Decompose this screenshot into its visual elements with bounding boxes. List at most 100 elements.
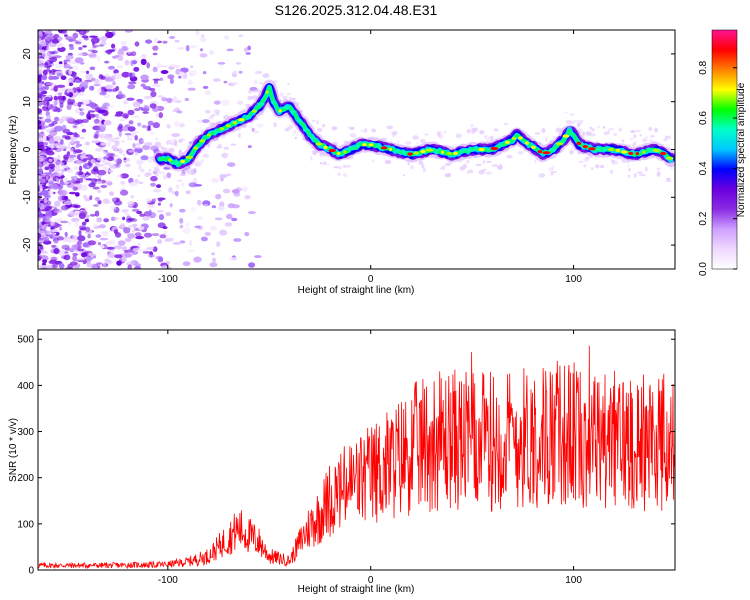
noise-blob bbox=[123, 227, 131, 234]
noise-blob bbox=[142, 111, 149, 114]
ridge-hotspot bbox=[608, 147, 615, 152]
halo-blob bbox=[138, 181, 144, 185]
noise-blob bbox=[88, 252, 97, 257]
noise-blob bbox=[93, 78, 100, 84]
halo-blob bbox=[175, 184, 180, 190]
noise-blob bbox=[38, 49, 43, 55]
noise-blob bbox=[90, 263, 98, 269]
halo-blob bbox=[146, 142, 153, 146]
noise-blob bbox=[64, 34, 68, 38]
halo-blob bbox=[360, 129, 364, 132]
halo-blob bbox=[166, 139, 173, 145]
noise-blob bbox=[185, 190, 191, 195]
halo-blob bbox=[565, 119, 573, 125]
halo-blob bbox=[491, 163, 499, 167]
noise-blob bbox=[64, 231, 68, 237]
halo-blob bbox=[591, 167, 594, 170]
noise-blob bbox=[79, 177, 83, 183]
noise-blob bbox=[48, 260, 57, 265]
noise-blob bbox=[160, 77, 163, 81]
ridge-hotspot bbox=[504, 140, 510, 144]
halo-blob bbox=[178, 138, 183, 143]
halo-blob bbox=[577, 123, 581, 128]
noise-blob bbox=[100, 245, 105, 249]
noise-blob bbox=[92, 41, 95, 46]
noise-blob bbox=[97, 56, 101, 62]
noise-blob bbox=[102, 198, 110, 204]
halo-blob bbox=[347, 125, 351, 129]
noise-blob bbox=[156, 62, 162, 69]
noise-blob bbox=[190, 44, 197, 49]
halo-blob bbox=[613, 133, 618, 136]
ridge-hotspot bbox=[635, 152, 639, 156]
noise-blob bbox=[136, 174, 141, 178]
halo-blob bbox=[654, 127, 658, 133]
noise-blob bbox=[77, 53, 84, 56]
noise-blob bbox=[245, 52, 251, 55]
noise-blob bbox=[44, 96, 52, 102]
snr-axes: -100 0 100 0 100 200 300 400 500 bbox=[17, 330, 675, 586]
halo-blob bbox=[628, 168, 631, 172]
noise-blob bbox=[199, 48, 204, 52]
halo-blob bbox=[405, 141, 412, 145]
noise-blob bbox=[127, 84, 136, 90]
noise-blob bbox=[137, 242, 141, 249]
halo-blob bbox=[274, 122, 277, 128]
halo-blob bbox=[101, 135, 104, 140]
noise-blob bbox=[53, 208, 63, 214]
noise-blob bbox=[221, 99, 230, 106]
halo-blob bbox=[392, 130, 398, 136]
noise-blob bbox=[45, 34, 51, 42]
noise-blob bbox=[127, 217, 135, 221]
noise-blob bbox=[106, 89, 115, 93]
halo-blob bbox=[585, 131, 592, 136]
noise-blob bbox=[100, 184, 108, 189]
noise-blob bbox=[90, 114, 97, 118]
noise-blob bbox=[116, 65, 124, 69]
noise-blob bbox=[44, 166, 50, 171]
halo-blob bbox=[564, 111, 568, 114]
noise-blob bbox=[56, 84, 66, 88]
noise-blob bbox=[166, 97, 173, 104]
noise-blob bbox=[124, 59, 130, 66]
noise-blob bbox=[79, 111, 85, 116]
noise-blob bbox=[89, 214, 96, 217]
noise-blob bbox=[57, 107, 61, 113]
noise-blob bbox=[215, 193, 222, 200]
ridge-hotspot bbox=[465, 148, 472, 152]
halo-blob bbox=[582, 131, 586, 137]
noise-blob bbox=[124, 124, 131, 128]
noise-blob bbox=[216, 241, 221, 247]
snr-x-tick-label: 100 bbox=[565, 575, 582, 586]
colorbar bbox=[711, 29, 738, 270]
ridge-hotspot bbox=[660, 151, 667, 156]
noise-blob bbox=[145, 39, 153, 44]
ridge-hotspot bbox=[232, 121, 238, 125]
noise-blob bbox=[241, 186, 249, 192]
noise-blob bbox=[67, 154, 76, 158]
halo-blob bbox=[68, 141, 75, 144]
halo-blob bbox=[140, 169, 145, 173]
halo-blob bbox=[621, 139, 625, 143]
noise-blob bbox=[79, 210, 88, 217]
noise-blob bbox=[167, 74, 175, 80]
noise-blob bbox=[44, 62, 49, 66]
snr-series-line bbox=[38, 345, 675, 570]
noise-blob bbox=[127, 51, 132, 55]
halo-blob bbox=[638, 173, 646, 177]
noise-blob bbox=[166, 124, 171, 129]
noise-blob bbox=[119, 118, 126, 122]
noise-blob bbox=[41, 86, 49, 91]
ridge-hotspot bbox=[473, 147, 477, 152]
noise-blob bbox=[174, 190, 179, 197]
noise-blob bbox=[106, 246, 114, 250]
noise-blob bbox=[209, 262, 218, 268]
noise-blob bbox=[38, 44, 43, 50]
halo-blob bbox=[466, 160, 470, 164]
halo-blob bbox=[134, 143, 141, 146]
noise-blob bbox=[151, 198, 156, 203]
noise-blob bbox=[46, 115, 52, 119]
halo-blob bbox=[161, 147, 168, 152]
noise-blob bbox=[224, 222, 233, 227]
noise-blob bbox=[113, 72, 123, 80]
